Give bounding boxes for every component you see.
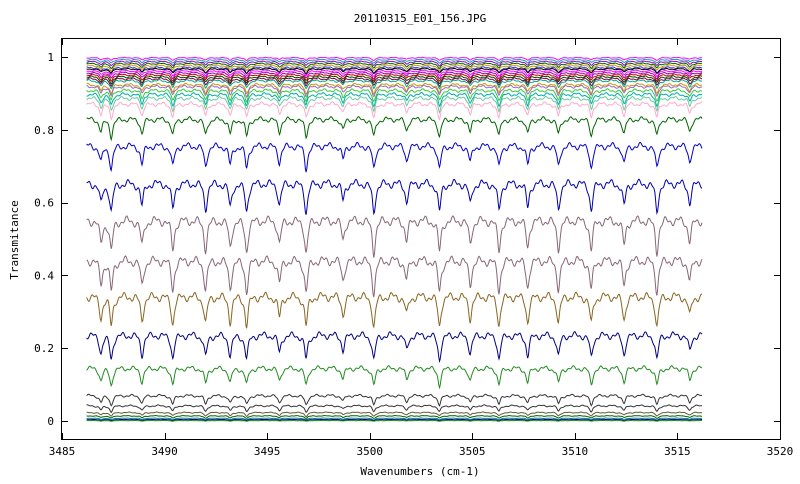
y-tick-label: 0 bbox=[47, 415, 54, 428]
series-line bbox=[86, 215, 703, 258]
series-line bbox=[86, 71, 703, 80]
series-line bbox=[86, 255, 703, 298]
series-line bbox=[86, 67, 703, 75]
series-line bbox=[86, 417, 703, 421]
series-line bbox=[86, 178, 703, 216]
x-tick-label: 3510 bbox=[562, 445, 589, 458]
x-tick-label: 3505 bbox=[459, 445, 486, 458]
series-line bbox=[86, 82, 703, 96]
series-line bbox=[86, 66, 703, 75]
chart-title: 20110315_E01_156.JPG bbox=[354, 12, 486, 25]
series-line bbox=[86, 77, 703, 88]
series-line bbox=[86, 64, 703, 73]
y-axis: 0 0.2 0.4 0.6 0.8 1 bbox=[34, 51, 780, 428]
series-line bbox=[86, 419, 702, 422]
x-tick-label: 3500 bbox=[356, 445, 383, 458]
x-axis: 3485 3490 3495 3500 3505 3510 3515 3520 bbox=[49, 39, 794, 458]
series-layer bbox=[86, 56, 703, 422]
series-line bbox=[86, 393, 703, 407]
x-tick-label: 3515 bbox=[664, 445, 691, 458]
series-line bbox=[86, 60, 703, 67]
x-tick-label: 3495 bbox=[254, 445, 281, 458]
series-line bbox=[86, 56, 702, 62]
series-line bbox=[86, 330, 703, 364]
x-axis-label: Wavenumbers (cm-1) bbox=[360, 465, 479, 478]
x-tick-label: 3485 bbox=[49, 445, 76, 458]
series-line bbox=[86, 58, 702, 64]
series-line bbox=[86, 69, 703, 78]
series-line bbox=[86, 101, 703, 121]
series-line bbox=[86, 88, 703, 104]
series-line bbox=[86, 91, 703, 108]
series-line bbox=[86, 291, 703, 329]
series-line bbox=[86, 414, 702, 420]
x-tick-label: 3490 bbox=[151, 445, 178, 458]
series-line bbox=[86, 73, 702, 82]
series-line bbox=[86, 62, 703, 70]
y-tick-label: 0.4 bbox=[34, 269, 54, 282]
series-line bbox=[86, 418, 702, 422]
series-line bbox=[86, 141, 703, 173]
series-line bbox=[86, 95, 703, 114]
plot-frame bbox=[61, 38, 781, 440]
series-line bbox=[86, 75, 703, 85]
y-tick-label: 0.6 bbox=[34, 197, 54, 210]
series-line bbox=[86, 404, 703, 414]
series-line bbox=[86, 365, 703, 390]
y-axis-label: Transmitance bbox=[8, 200, 21, 279]
series-line bbox=[86, 411, 703, 418]
y-tick-label: 1 bbox=[47, 51, 54, 64]
x-tick-label: 3520 bbox=[767, 445, 794, 458]
y-tick-label: 0.8 bbox=[34, 124, 54, 137]
y-tick-label: 0.2 bbox=[34, 342, 54, 355]
series-line bbox=[86, 78, 703, 90]
series-line bbox=[86, 84, 703, 98]
series-line bbox=[86, 116, 703, 142]
